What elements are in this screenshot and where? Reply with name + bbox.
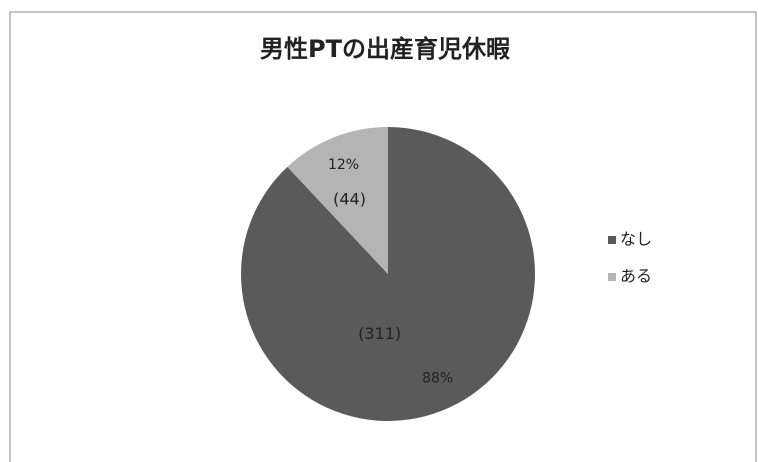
count-label: (44): [333, 189, 366, 208]
pie-slice: [241, 127, 536, 421]
legend-label: ある: [620, 267, 652, 286]
data-label: 88%: [422, 371, 453, 387]
legend-swatch: [608, 236, 616, 244]
data-label: 12%: [328, 157, 359, 173]
count-label: (311): [358, 324, 401, 343]
pie-slice: [287, 127, 388, 274]
chart-title: 男性PTの出産育児休暇: [260, 35, 510, 63]
legend-label: なし: [620, 230, 652, 249]
legend-swatch: [608, 273, 616, 281]
